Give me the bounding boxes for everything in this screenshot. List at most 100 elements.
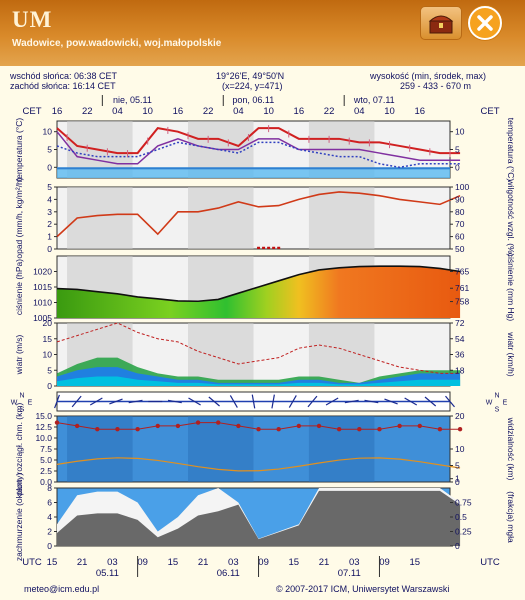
wind-tick-label: 15 — [43, 334, 53, 344]
wind-gust-line — [56, 322, 461, 374]
visibility-point — [195, 420, 201, 425]
pressure-tick-label: 1020 — [33, 267, 52, 277]
utc-tick-label: 03 — [349, 557, 360, 568]
wind-direction-arrow — [188, 397, 201, 406]
zero-line — [57, 167, 450, 170]
wind-direction-arrow — [89, 397, 103, 406]
wind-direction-arrow — [344, 399, 359, 404]
dewpoint-line — [56, 141, 461, 169]
utc-tick-label: 09 — [137, 557, 148, 568]
visibility-point — [236, 423, 241, 429]
cloud-base-line — [56, 457, 461, 472]
pressure-mmhg-tick-label: 761 — [455, 283, 469, 293]
wind-tick-label: 0 — [47, 381, 52, 391]
cloudiness-tick-label: 4 — [47, 512, 52, 522]
wind-kmh-tick-label: 54 — [455, 334, 465, 344]
hour-tick-label: 16 — [52, 106, 63, 117]
precipitation-tick-label: 4 — [47, 194, 52, 204]
close-icon — [477, 15, 493, 31]
visibility-point — [74, 423, 80, 429]
wind-speed-low-area — [57, 376, 461, 386]
close-button[interactable] — [468, 6, 502, 40]
cloud-base-tick-label: 10.0 — [35, 433, 52, 443]
wind-direction-arrow — [424, 396, 437, 407]
wind-tick-label: 10 — [43, 350, 53, 360]
temperature-right-tick-label: 5 — [455, 145, 460, 155]
temperature-ylabel-right: temperatura (°C) — [506, 118, 516, 182]
tz-right-label: CET — [481, 106, 500, 117]
contact-email[interactable]: meteo@icm.edu.pl — [24, 584, 100, 594]
pressure-area — [57, 266, 461, 318]
precipitation-ylabel-right: wilgotność wzgl. (%) — [506, 179, 516, 257]
fog-fraction-tick-label: 0.25 — [455, 527, 472, 537]
compass-label-n: N — [494, 393, 499, 400]
compass-label-e: E — [503, 400, 508, 407]
visibility-tick-label: 20 — [455, 411, 465, 421]
hour-tick-label: 16 — [414, 106, 425, 117]
day-label: wto, 07.11 — [353, 95, 395, 105]
grid-coordinates-text: (x=224, y=471) — [222, 81, 283, 91]
precipitation-bar — [257, 246, 261, 249]
brand-logo: UM — [12, 7, 53, 32]
cloudiness-tick-label: 8 — [47, 483, 52, 493]
height-label: wysokość (min, środek, max) — [370, 71, 487, 81]
cloud-base-tick-label: 2.5 — [40, 466, 52, 476]
wind-direction-arrow — [229, 395, 238, 408]
hour-tick-label: 16 — [173, 106, 184, 117]
visibility-point — [115, 427, 120, 432]
wind-night-band — [188, 323, 254, 386]
cloud-base-tick-label: 5.0 — [40, 455, 52, 465]
precipitation-bar — [272, 246, 276, 249]
visibility-point — [377, 427, 382, 432]
wind-direction-arrow — [208, 396, 220, 407]
temperature-line — [56, 131, 461, 165]
pressure-ylabel-left: ciśnienie (hPa) — [14, 259, 24, 315]
utc-day-label: 07.11 — [338, 568, 361, 578]
visibility-point — [437, 427, 443, 432]
precipitation-ylabel-left: opad (mm/h, kg/m²/h) — [14, 177, 24, 258]
day-label: nie, 05.11 — [113, 95, 152, 105]
temperature-ylabel-left: temperatura (°C) — [14, 118, 24, 182]
hour-tick-label: 22 — [203, 106, 214, 117]
utc-tick-label: 15 — [168, 557, 179, 568]
wind-direction-arrow — [288, 395, 297, 408]
precipitation-night-band — [308, 187, 375, 249]
chest-button[interactable] — [420, 6, 462, 40]
humidity-tick-label: 70 — [455, 219, 465, 229]
visibility-point — [316, 423, 322, 429]
visibility-point — [397, 423, 402, 429]
utc-tick-label: 15 — [409, 557, 420, 568]
compass-label-s: S — [20, 407, 25, 414]
wind-tick-label: 20 — [43, 318, 53, 328]
pressure-tick-label: 1010 — [33, 298, 52, 308]
visibility-point — [336, 427, 342, 432]
humidity-line — [56, 191, 461, 238]
hour-tick-label: 04 — [233, 106, 244, 117]
wind-kmh-tick-label: 18 — [455, 365, 465, 375]
cloud-base-ylabel-left: plon. rozciągł. chm. (km) — [14, 403, 24, 496]
wind-kmh-tick-label: 36 — [455, 350, 465, 360]
temperature-tick-label: 10 — [43, 127, 53, 137]
cloudiness-tick-label: 2 — [47, 527, 52, 537]
visibility-point — [276, 427, 281, 432]
pressure-tick-label: 1005 — [33, 313, 52, 323]
cloudiness-tick-label: 0 — [47, 541, 52, 551]
meteogram-content: wschód słońca: 06:38 CET zachód słońca: … — [0, 66, 525, 578]
temperature-tick-label: 0 — [47, 162, 52, 172]
hour-tick-label: 10 — [142, 106, 153, 117]
cloud-base-ylabel-right: widzialność (km) — [506, 417, 516, 481]
compass-label-e: E — [28, 400, 33, 407]
location-title: Wadowice, pow.wadowicki, woj.małopolskie — [12, 38, 222, 49]
visibility-point — [417, 423, 422, 429]
wind-direction-arrow — [384, 398, 398, 405]
visibility-point — [256, 427, 261, 432]
fog-fraction-tick-label: 0 — [455, 541, 460, 551]
wind-direction-arrow — [167, 399, 182, 404]
wind-night-band — [308, 323, 375, 386]
precipitation-night-band — [188, 187, 254, 249]
wind-ylabel-left: wiatr (m/s) — [14, 335, 24, 376]
wind-direction-arrow — [54, 394, 60, 409]
sunrise-text: wschód słońca: 06:38 CET — [10, 71, 118, 81]
pressure-line — [56, 265, 461, 303]
